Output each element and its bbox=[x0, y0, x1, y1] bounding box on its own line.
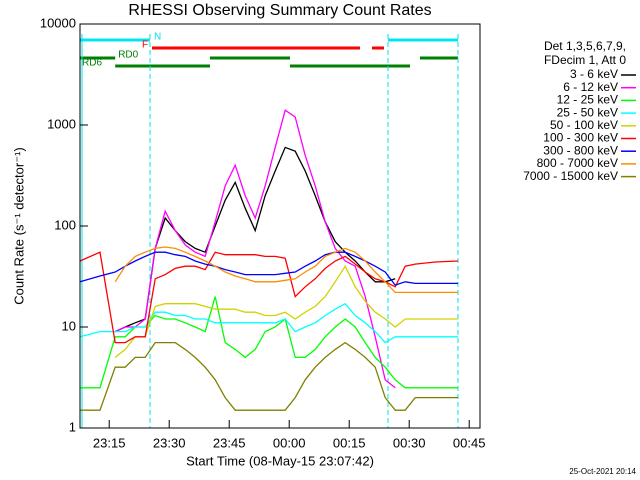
legend-label: 800 - 7000 keV bbox=[537, 156, 618, 170]
flag-label: RD0 bbox=[118, 50, 138, 61]
legend-label: 50 - 100 keV bbox=[550, 118, 618, 132]
y-tick-label: 1000 bbox=[47, 116, 76, 131]
legend-label: 300 - 800 keV bbox=[543, 143, 618, 157]
y-tick-label: 1 bbox=[69, 419, 76, 434]
y-tick-label: 10 bbox=[62, 318, 76, 333]
x-tick-label: 00:15 bbox=[333, 435, 366, 450]
series-line bbox=[114, 109, 396, 389]
x-tick-label: 00:45 bbox=[453, 435, 486, 450]
series-line bbox=[114, 264, 458, 358]
series-line bbox=[80, 341, 458, 411]
series-line bbox=[114, 246, 458, 294]
x-tick-label: 23:15 bbox=[93, 435, 126, 450]
legend-label: 100 - 300 keV bbox=[543, 131, 618, 145]
y-axis-label: Count Rate (s⁻¹ detector⁻¹) bbox=[11, 147, 26, 305]
legend-label: 25 - 50 keV bbox=[557, 105, 618, 119]
series-line bbox=[114, 146, 396, 333]
legend-label: 7000 - 15000 keV bbox=[523, 169, 618, 183]
flag-label: F bbox=[142, 40, 148, 51]
timestamp: 25-Oct-2021 20:14 bbox=[569, 467, 636, 476]
y-tick-label: 10000 bbox=[40, 15, 76, 30]
x-tick-label: 23:30 bbox=[153, 435, 186, 450]
x-tick-label: 00:30 bbox=[393, 435, 426, 450]
series-line bbox=[79, 251, 459, 344]
x-tick-label: 00:00 bbox=[273, 435, 306, 450]
legend-label: 12 - 25 keV bbox=[557, 93, 618, 107]
x-tick-label: 23:45 bbox=[213, 435, 246, 450]
legend-label: 6 - 12 keV bbox=[563, 80, 618, 94]
flag-label: RD6 bbox=[82, 58, 102, 69]
chart-title: RHESSI Observing Summary Count Rates bbox=[128, 2, 431, 19]
flag-label: N bbox=[154, 32, 161, 43]
x-axis-label: Start Time (08-May-15 23:07:42) bbox=[186, 453, 374, 468]
series-line bbox=[80, 296, 458, 389]
legend-label: 3 - 6 keV bbox=[570, 67, 618, 81]
series-line bbox=[79, 251, 458, 286]
legend-header: FDecim 1, Att 0 bbox=[544, 53, 626, 67]
legend-header: Det 1,3,5,6,7,9, bbox=[544, 39, 626, 53]
y-tick-label: 100 bbox=[54, 217, 76, 232]
